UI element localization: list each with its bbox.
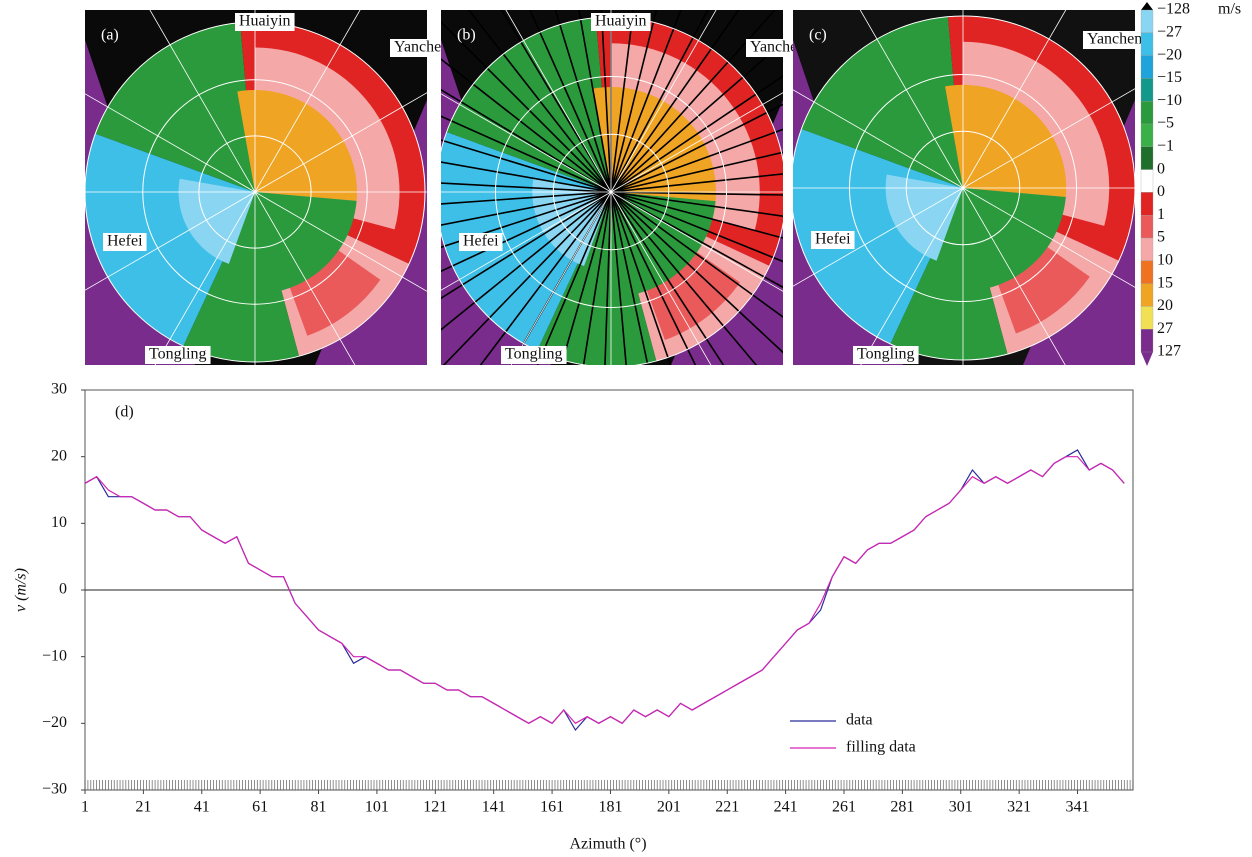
colorbar-label: −128 — [1157, 1, 1190, 18]
colorbar-label: 5 — [1157, 229, 1165, 246]
colorbar-label: 1 — [1157, 206, 1165, 223]
x-tick-label: 201 — [657, 799, 681, 816]
colorbar-segment — [1141, 78, 1153, 101]
colorbar-label: 0 — [1157, 160, 1165, 177]
place-label: Huaiyin — [239, 13, 291, 30]
x-tick-label: 81 — [311, 799, 327, 816]
colorbar-segment — [1141, 261, 1153, 284]
x-tick-label: 41 — [194, 799, 210, 816]
colorbar-segment — [1141, 56, 1153, 79]
place-label: Tongling — [505, 346, 563, 363]
colorbar-label: 15 — [1157, 274, 1173, 291]
colorbar-label: 10 — [1157, 251, 1173, 268]
x-tick-label: 21 — [135, 799, 151, 816]
colorbar-label: 0 — [1157, 183, 1165, 200]
x-tick-label: 101 — [365, 799, 389, 816]
panel-label: (b) — [457, 27, 476, 44]
y-tick-label: 10 — [51, 514, 67, 531]
x-tick-label: 161 — [540, 799, 564, 816]
place-label: Hefei — [107, 233, 143, 250]
colorbar-label: −15 — [1157, 69, 1182, 86]
colorbar-segment — [1141, 33, 1153, 56]
colorbar-top — [1141, 2, 1153, 10]
x-axis-label: Azimuth (°) — [569, 836, 646, 853]
colorbar-unit: m/s — [1218, 1, 1241, 18]
radar-panel: (a)HuaiyinYanchengHefeiTongling — [0, 0, 515, 452]
colorbar-segment — [1141, 147, 1153, 170]
colorbar-label: −10 — [1157, 92, 1182, 109]
x-tick-label: 1 — [81, 799, 89, 816]
colorbar-segment — [1141, 170, 1153, 193]
colorbar-segment — [1141, 101, 1153, 124]
y-tick-label: −20 — [42, 714, 67, 731]
colorbar-bottom — [1141, 352, 1153, 366]
colorbar-label: 127 — [1157, 343, 1181, 360]
colorbar-segment — [1141, 306, 1153, 329]
panel-label: (c) — [809, 27, 827, 44]
y-axis-label: v (m/s) — [13, 568, 30, 612]
x-tick-label: 141 — [482, 799, 506, 816]
place-label: Hefei — [463, 233, 499, 250]
x-tick-label: 261 — [832, 799, 856, 816]
colorbar-label: −20 — [1157, 46, 1182, 63]
y-tick-label: −10 — [42, 647, 67, 664]
page: (d) Azimuth (°) v (m/s) (a) Huaiyin Yanche… — [0, 0, 1252, 857]
x-tick-label: 341 — [1066, 799, 1090, 816]
colorbar-segment — [1141, 124, 1153, 147]
place-label: Hefei — [815, 231, 851, 248]
colorbar-segment — [1141, 284, 1153, 307]
place-label: Tongling — [149, 346, 207, 363]
x-tick-label: 181 — [598, 799, 622, 816]
x-tick-label: 221 — [715, 799, 739, 816]
colorbar-label: −1 — [1157, 137, 1174, 154]
x-tick-label: 61 — [252, 799, 268, 816]
colorbar-segment — [1141, 238, 1153, 261]
place-label: Tongling — [857, 346, 915, 363]
place-label: Huaiyin — [595, 13, 647, 30]
y-tick-label: 20 — [51, 447, 67, 464]
y-tick-label: 30 — [51, 381, 67, 398]
colorbar-segment — [1141, 10, 1153, 33]
legend-label: data — [846, 712, 873, 729]
y-tick-label: −30 — [42, 781, 67, 798]
colorbar-label: −5 — [1157, 115, 1174, 132]
colorbar-segment — [1141, 192, 1153, 215]
radar-image — [0, 0, 515, 452]
colorbar-label: 27 — [1157, 320, 1173, 337]
panel-label: (a) — [101, 27, 119, 44]
x-tick-label: 301 — [949, 799, 973, 816]
colorbar-segment — [1141, 329, 1153, 352]
legend-label: filling data — [846, 739, 916, 756]
x-tick-label: 121 — [423, 799, 447, 816]
figure: (d) Azimuth (°) v (m/s) (a) Huaiyin Yanche… — [0, 0, 1252, 857]
panel-label: (d) — [115, 404, 134, 421]
colorbar-label: 20 — [1157, 297, 1173, 314]
place-label: Yancheng — [1087, 31, 1150, 48]
colorbar-label: −27 — [1157, 23, 1182, 40]
x-tick-label: 241 — [774, 799, 798, 816]
x-tick-label: 281 — [890, 799, 914, 816]
colorbar-segment — [1141, 215, 1153, 238]
x-tick-label: 321 — [1007, 799, 1031, 816]
y-tick-label: 0 — [59, 581, 67, 598]
